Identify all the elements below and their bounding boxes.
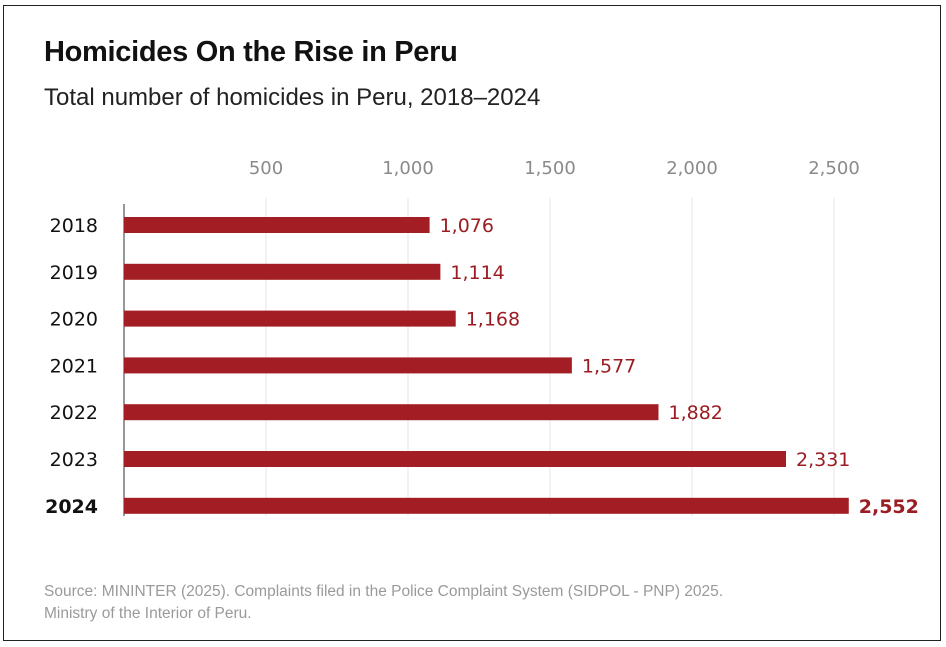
bar-2024	[124, 497, 849, 514]
x-tick-label: 500	[249, 158, 283, 179]
bar-2023	[124, 451, 787, 467]
bar-2019	[124, 263, 441, 280]
data-label: 1,076	[440, 215, 494, 237]
source-note: Source: MININTER (2025). Complaints file…	[44, 581, 723, 625]
source-line-1: Source: MININTER (2025). Complaints file…	[44, 583, 724, 600]
bar-2018	[124, 217, 430, 233]
bar-2021	[124, 357, 572, 374]
data-label: 1,114	[450, 262, 504, 284]
y-tick-label: 2022	[50, 402, 98, 424]
y-tick-label: 2019	[50, 262, 98, 284]
x-tick-label: 2,500	[808, 158, 860, 179]
y-tick-label: 2020	[50, 309, 98, 331]
x-tick-label: 2,000	[666, 158, 718, 179]
y-tick-label: 2024	[45, 496, 98, 518]
y-tick-label: 2018	[50, 215, 98, 237]
x-tick-label: 1,000	[382, 158, 434, 179]
bar-2022	[124, 404, 659, 421]
data-label: 1,168	[466, 309, 520, 331]
data-label: 1,882	[668, 402, 722, 424]
x-tick-label: 1,500	[524, 158, 576, 179]
data-label: 1,577	[582, 355, 636, 377]
source-line-2: Ministry of the Interior of Peru.	[44, 605, 252, 622]
data-label: 2,331	[796, 449, 850, 471]
y-tick-label: 2021	[50, 355, 98, 377]
chart-frame	[3, 5, 941, 641]
chart-title: Homicides On the Rise in Peru	[44, 36, 458, 68]
bar-2020	[124, 310, 456, 327]
y-tick-label: 2023	[50, 449, 98, 471]
data-label: 2,552	[859, 496, 919, 518]
chart-subtitle: Total number of homicides in Peru, 2018–…	[44, 84, 541, 111]
